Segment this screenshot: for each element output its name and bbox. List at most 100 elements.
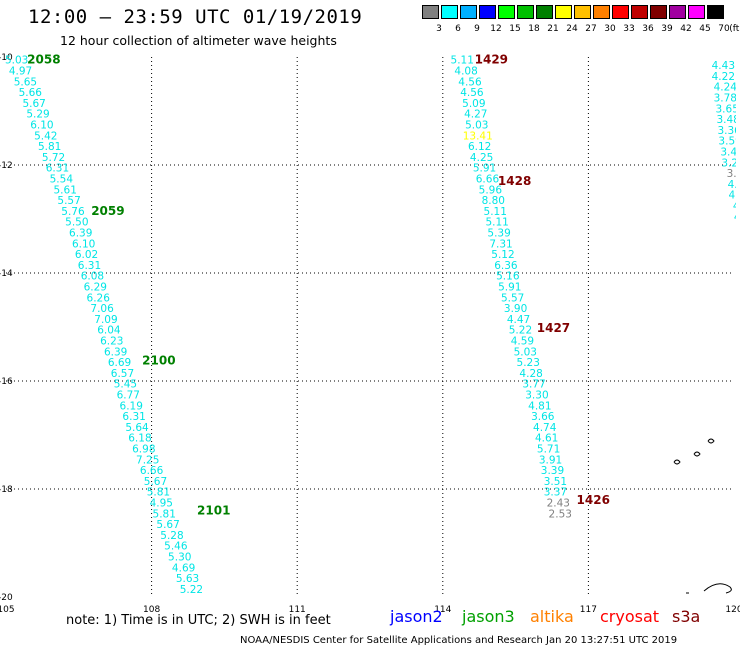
wave-height-value: 6.26 <box>87 292 111 304</box>
wave-height-value: 5.11 <box>485 217 508 229</box>
credit-line: NOAA/NESDIS Center for Satellite Applica… <box>240 635 678 646</box>
wave-height-value: 6.57 <box>111 368 134 380</box>
wave-height-value: 5.72 <box>42 152 65 164</box>
wave-height-value: 4.25 <box>470 152 493 164</box>
wave-height-value: 4.69 <box>172 562 195 574</box>
wave-height-value: 4.95 <box>150 498 173 510</box>
wave-height-value: 4.1 <box>729 190 740 202</box>
wave-height-value: 4.22 <box>712 71 735 83</box>
wave-height-value: 4.61 <box>535 433 558 445</box>
scale-swatch <box>631 5 648 19</box>
wave-height-value: 6.12 <box>468 141 491 153</box>
island <box>707 438 715 444</box>
wave-height-value: 2.43 <box>547 498 570 510</box>
wave-height-value: 5.03 <box>5 55 28 67</box>
wave-height-value: 5.67 <box>144 476 167 488</box>
wave-height-value: 3.39 <box>541 465 564 477</box>
wave-height-value: 5.61 <box>54 184 77 196</box>
scale-swatch <box>688 5 705 19</box>
wave-height-value: 5.09 <box>462 98 485 110</box>
map-subtitle: 12 hour collection of altimeter wave hei… <box>60 33 337 48</box>
wave-height-value: 6.31 <box>78 260 101 272</box>
scale-label: 36 <box>642 24 654 34</box>
wave-height-value: 7.25 <box>136 454 159 466</box>
wave-height-value: 5.11 <box>451 55 474 67</box>
x-tick-label: 114 <box>434 605 451 615</box>
scale-swatch <box>536 5 553 19</box>
wave-height-value: 5.67 <box>156 519 179 531</box>
footer-note: note: 1) Time is in UTC; 2) SWH is in fe… <box>66 613 331 628</box>
wave-height-value: 6.66 <box>140 465 164 477</box>
wave-height-value: 6.23 <box>100 336 123 348</box>
wave-height-value: 4.97 <box>9 66 32 78</box>
wave-height-value: 6.29 <box>84 282 107 294</box>
wave-height-value: 5.45 <box>114 379 137 391</box>
scale-swatch <box>460 5 477 19</box>
scale-swatch <box>555 5 572 19</box>
wave-height-value: 6.18 <box>128 433 151 445</box>
wave-height-value: 3.90 <box>504 303 527 315</box>
satellite-legend-s3a: s3a <box>672 607 701 626</box>
wave-height-value: 5.91 <box>498 282 521 294</box>
y-tick-label: -20 <box>0 593 13 603</box>
scale-label: 39 <box>661 24 673 34</box>
wave-height-value: 4.47 <box>507 314 530 326</box>
wave-height-value: 3.66 <box>531 411 555 423</box>
right-mask <box>736 57 740 599</box>
wave-height-value: 7.31 <box>489 238 512 250</box>
x-tick-label: 120 <box>725 605 740 615</box>
pass-time-label: 1428 <box>498 174 531 188</box>
scale-swatch <box>574 5 591 19</box>
wave-height-value: 7.06 <box>90 303 114 315</box>
wave-height-value: 4.74 <box>533 422 557 434</box>
wave-height-value: 5.76 <box>61 206 85 218</box>
wave-height-value: 5.22 <box>509 325 532 337</box>
wave-height-value: 7.09 <box>94 314 117 326</box>
scale-swatch <box>479 5 496 19</box>
scale-swatch <box>441 5 458 19</box>
island <box>673 459 681 465</box>
wave-height-value: 6.39 <box>104 346 127 358</box>
scale-label: 6 <box>455 24 461 34</box>
wave-height-value: 3.78 <box>714 93 737 105</box>
y-tick-label: -10 <box>0 53 13 63</box>
y-tick-label: -12 <box>0 161 13 171</box>
wave-height-value: 5.81 <box>153 508 176 520</box>
wave-height-value: 3.30 <box>525 390 548 402</box>
wave-height-value: 5.64 <box>125 422 149 434</box>
satellite-legend-cryosat: cryosat <box>600 607 660 626</box>
wave-height-value: 3.65 <box>716 103 739 115</box>
scale-label: 45 <box>699 24 711 34</box>
wave-height-value: 6.10 <box>72 238 95 250</box>
scale-label: 3 <box>436 24 442 34</box>
wave-height-value: 3.48 <box>716 114 739 126</box>
wave-height-value: 13.41 <box>463 130 493 142</box>
wave-height-value: 4.08 <box>454 66 477 78</box>
scale-label: 24 <box>566 24 578 34</box>
wave-height-value: 6.36 <box>494 260 518 272</box>
wave-height-value: 5.96 <box>479 184 503 196</box>
wave-height-value: 5.29 <box>26 109 49 121</box>
satellite-legend-jason2: jason2 <box>390 607 443 626</box>
pass-time-label: 2101 <box>197 504 230 518</box>
scale-swatch <box>517 5 534 19</box>
wave-height-value: 4.24 <box>714 82 738 94</box>
island <box>693 451 701 457</box>
pass-time-label: 1429 <box>475 53 508 67</box>
pass-time-label: 2059 <box>91 204 124 218</box>
wave-height-value: 5.46 <box>164 541 188 553</box>
wave-height-value: 6.69 <box>108 357 131 369</box>
wave-height-value: 5.11 <box>484 206 507 218</box>
wave-height-value: 6.31 <box>122 411 145 423</box>
wave-height-value: 6.10 <box>30 120 53 132</box>
y-tick-label: -16 <box>0 377 13 387</box>
scale-swatch <box>422 5 439 19</box>
wave-height-value: 3.27 <box>721 157 740 169</box>
wave-height-value: 5.81 <box>38 141 61 153</box>
wave-height-value: 3.59 <box>718 136 740 148</box>
wave-height-value: 6.31 <box>46 163 69 175</box>
scale-swatch <box>612 5 629 19</box>
wave-height-value: 5.57 <box>57 195 80 207</box>
wave-height-value: 3.36 <box>717 125 740 137</box>
scale-label: 70 <box>718 24 730 34</box>
